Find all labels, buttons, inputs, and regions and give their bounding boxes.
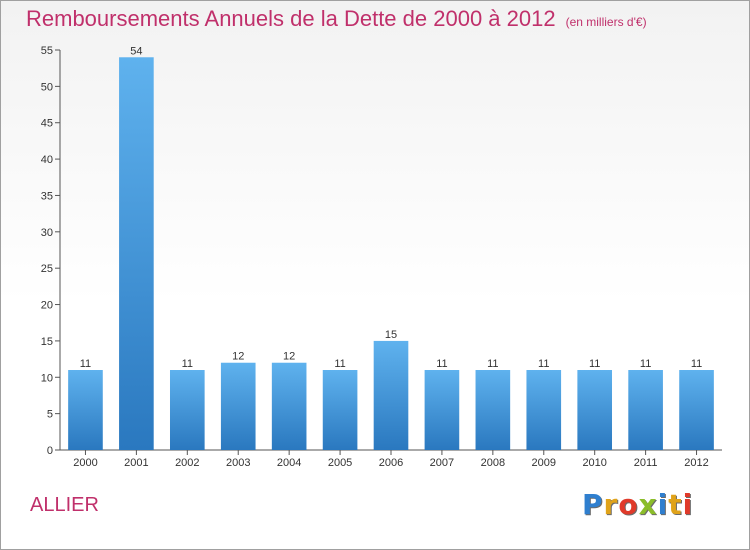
bar-value-label: 11 [640, 358, 651, 370]
x-tick-label: 2001 [124, 457, 148, 469]
logo-letter: r [603, 488, 619, 521]
bar-value-label: 12 [283, 351, 295, 363]
bar-value-label: 54 [130, 45, 142, 57]
logo-letter: x [638, 488, 658, 521]
data-labels: 11 54 11 12 12 11 15 11 11 11 11 11 11 [80, 45, 702, 370]
bars [68, 57, 714, 450]
y-tick-label: 20 [41, 300, 53, 312]
bar [68, 370, 103, 450]
bar-value-label: 15 [385, 329, 397, 341]
y-tick-label: 25 [41, 263, 53, 275]
bar [169, 370, 205, 450]
bar-value-label: 11 [334, 358, 345, 370]
bar-value-label: 11 [691, 358, 702, 370]
logo-letter: i [657, 488, 669, 521]
chart-subtitle: (en milliers d'€) [565, 15, 647, 29]
logo-letter: i [682, 488, 694, 521]
x-tick-label: 2009 [532, 457, 556, 469]
bar-value-label: 11 [436, 358, 447, 370]
bar [220, 362, 256, 450]
bar-value-label: 11 [80, 358, 91, 370]
y-tick-label: 40 [41, 154, 53, 166]
bar-value-label: 11 [182, 358, 193, 370]
x-tick-label: 2004 [277, 457, 301, 469]
bar [119, 57, 154, 450]
y-tick-label: 50 [41, 81, 53, 93]
x-tick-label: 2010 [582, 457, 606, 469]
logo-letter: o [618, 488, 639, 521]
bar [679, 370, 714, 450]
bar-value-label: 11 [538, 358, 549, 370]
y-tick-label: 30 [41, 227, 53, 239]
y-tick-label: 10 [41, 372, 53, 384]
x-tick-label: 2000 [73, 457, 97, 469]
y-tick-label: 45 [41, 118, 53, 130]
y-tick-label: 0 [47, 445, 53, 457]
logo-letter: t [668, 488, 683, 521]
x-tick-label: 2011 [634, 457, 658, 469]
x-tick-label: 2007 [430, 457, 454, 469]
bar [373, 340, 409, 450]
bar-value-label: 11 [589, 358, 600, 370]
x-tick-label: 2012 [684, 457, 708, 469]
y-tick-label: 15 [41, 336, 53, 348]
title-row: Remboursements Annuels de la Dette de 20… [26, 6, 647, 32]
x-tick-label: 2006 [379, 457, 403, 469]
bar [424, 370, 460, 450]
bar [475, 370, 511, 450]
region-label: ALLIER [30, 494, 99, 516]
x-tick-label: 2005 [328, 457, 352, 469]
x-tick-label: 2003 [226, 457, 250, 469]
bar [322, 370, 358, 450]
chart-title: Remboursements Annuels de la Dette de 20… [26, 6, 556, 31]
x-tick-label: 2008 [481, 457, 505, 469]
bar-value-label: 11 [487, 358, 498, 370]
bar-value-label: 12 [232, 351, 244, 363]
x-tick-label: 2002 [175, 457, 199, 469]
bar [271, 362, 307, 450]
logo-letter: P [582, 488, 604, 521]
bar [628, 370, 663, 450]
y-tick-label: 5 [47, 409, 53, 421]
y-tick-label: 55 [41, 45, 53, 57]
y-tick-label: 35 [41, 190, 53, 202]
proxiti-logo: Proxiti [582, 488, 693, 521]
bar [577, 370, 613, 450]
bar [526, 370, 562, 450]
